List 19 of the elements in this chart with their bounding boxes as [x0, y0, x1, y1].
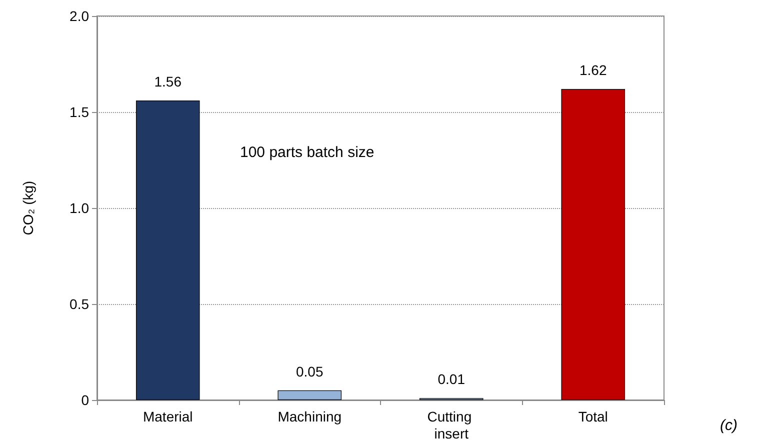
x-tick-label: Cutting insert — [427, 408, 476, 442]
y-tick-label: 1.5 — [70, 104, 90, 120]
x-tick-label: Material — [142, 408, 193, 424]
y-tick-label: 0.5 — [70, 296, 90, 312]
bar — [561, 88, 626, 400]
bar — [278, 390, 342, 400]
annotation: 100 parts batch size — [240, 144, 374, 161]
data-label: 0.01 — [438, 371, 466, 388]
text: (c) — [720, 417, 738, 434]
data-label: 1.62 — [580, 62, 607, 78]
bar — [136, 100, 200, 400]
y-tick-label: 1.0 — [70, 200, 90, 216]
y-tick-label: 2.0 — [70, 8, 90, 24]
y-tick-label: 0 — [81, 392, 90, 408]
x-tick-label: Total — [578, 408, 608, 424]
x-tick-label: Machining — [278, 408, 342, 424]
data-label: 1.56 — [154, 73, 182, 90]
data-label: 0.05 — [296, 363, 324, 380]
y-axis-title: CO₂ (kg) — [20, 180, 36, 236]
